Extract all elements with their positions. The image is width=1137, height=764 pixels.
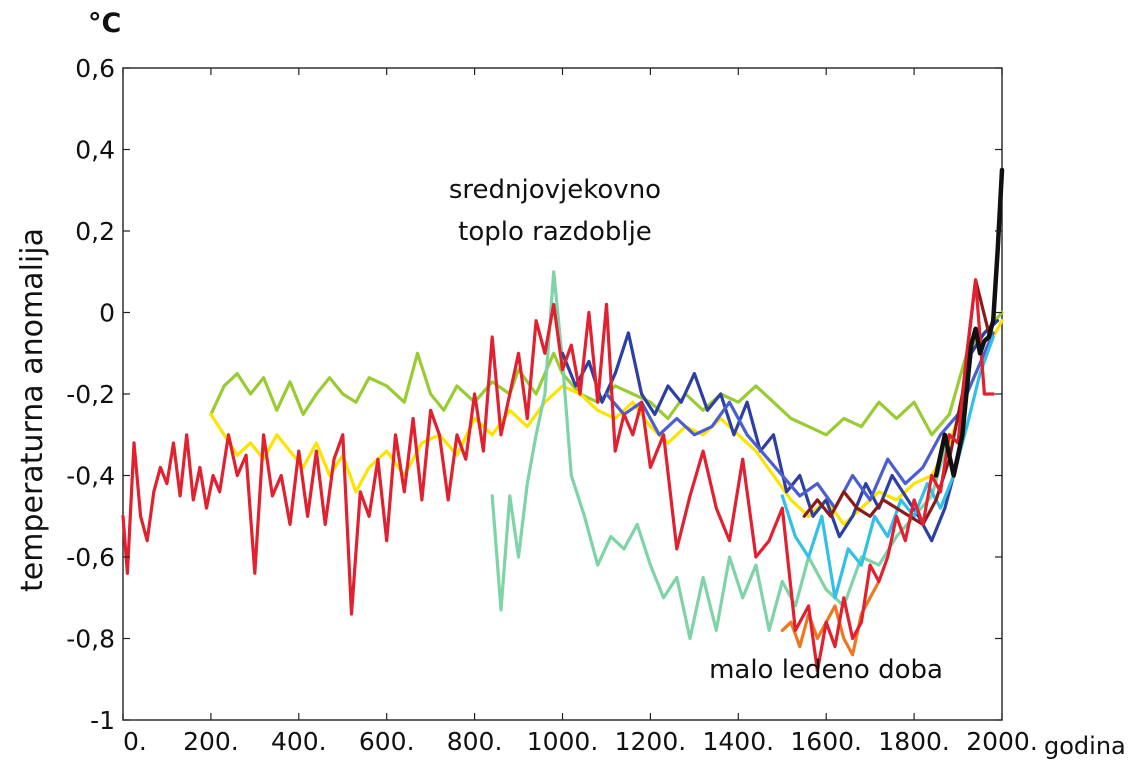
annotation-little-ice-age: malo ledeno doba [709,655,943,685]
y-tick-label: -0,4 [66,462,115,491]
series-line-7 [802,278,991,527]
y-tick-label: 0,4 [75,136,115,165]
annotation-medieval-1: srednjovjekovno [449,175,661,205]
y-tick-label: -0,8 [66,625,115,654]
y-axis-label: temperaturna anomalija [15,228,50,592]
x-tick-label: 0. [123,727,147,756]
plot-border [122,67,1003,721]
annotation-medieval-2: toplo razdoblje [458,217,652,247]
y-tick-label: -0,6 [66,543,115,572]
series-line-3 [560,319,1000,543]
x-axis-label: godina [1044,732,1126,760]
series-layer [121,167,1005,673]
y-tick-label: -1 [90,706,115,735]
y-tick-label: 0 [99,299,115,328]
x-tick-label: 400. [271,727,327,756]
x-tick-label: 1800. [878,727,950,756]
y-tick-label: -0,2 [66,380,115,409]
y-tick-label: 0,2 [75,217,115,246]
x-tick-label: 2000. [966,727,1038,756]
x-tick-label: 1000. [527,727,599,756]
x-tick-label: 600. [359,727,415,756]
x-tick-label: 1400. [703,727,775,756]
x-tick-label: 1200. [615,727,687,756]
x-tick-label: 1600. [790,727,862,756]
series-line-2 [490,270,951,641]
series-line-9 [933,167,1005,478]
ticks-layer: 0. 200. 400. 600. 800. 1000. 1200. 1400. 1600. 18… [66,54,1038,756]
series-line-0 [209,310,1004,437]
plot-frame [122,67,1003,721]
series-line-8 [121,278,995,673]
unit-label: °C [88,8,121,39]
x-tick-label: 200. [183,727,239,756]
series-line-4 [604,331,995,510]
x-tick-label: 800. [447,727,503,756]
y-tick-label: 0,6 [75,54,115,83]
